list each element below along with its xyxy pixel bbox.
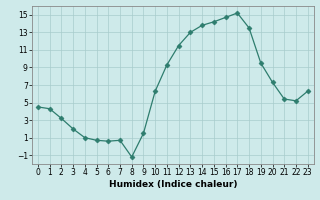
- X-axis label: Humidex (Indice chaleur): Humidex (Indice chaleur): [108, 180, 237, 189]
